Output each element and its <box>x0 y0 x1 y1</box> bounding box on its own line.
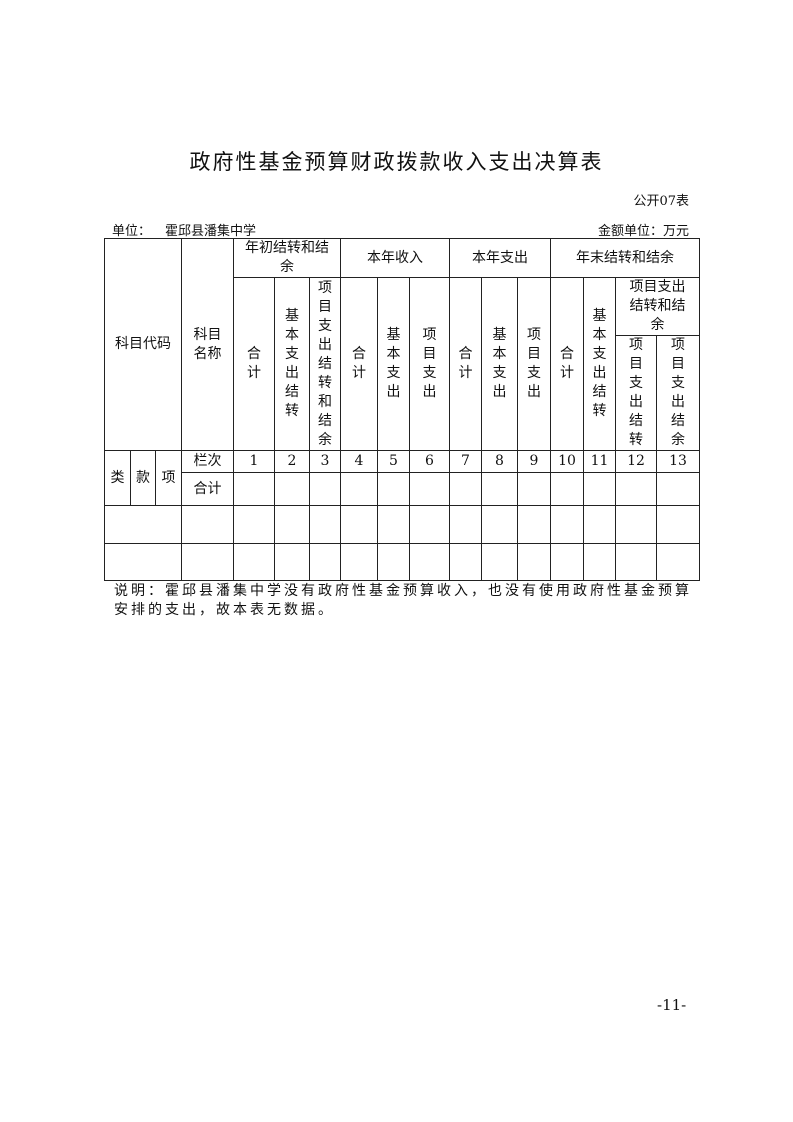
header-project: 项目支出 <box>409 277 451 451</box>
page-title: 政府性基金预算财政拨款收入支出决算表 <box>189 150 604 174</box>
unit-label: 单位： <box>112 224 152 239</box>
header-subject-name: 科目名称 <box>181 238 234 451</box>
column-number: 13 <box>656 450 701 473</box>
column-number: 3 <box>308 450 342 473</box>
header-project-carry-balance: 项目支出结转和结余 <box>615 277 701 336</box>
column-number: 10 <box>550 450 585 473</box>
column-number: 12 <box>615 450 658 473</box>
header-closing-balance: 年末结转和结余 <box>550 238 701 278</box>
header-kuan: 款 <box>130 450 156 506</box>
amount-unit: 金额单位：万元 <box>597 224 689 239</box>
column-number: 5 <box>377 450 411 473</box>
header-total: 合计 <box>340 277 379 451</box>
header-project-carry: 项目支出结转 <box>615 335 658 451</box>
header-lei: 类 <box>104 450 131 506</box>
header-project: 项目支出 <box>517 277 552 451</box>
explanation-note: 说明：霍邱县潘集中学没有政府性基金预算收入，也没有使用政府性基金预算安排的支出，… <box>114 583 692 618</box>
header-total: 合计 <box>233 277 275 451</box>
header-basic: 基本支出 <box>481 277 519 451</box>
page-number: -11- <box>657 996 687 1014</box>
total-row-label: 合计 <box>181 472 234 506</box>
header-project-balance: 项目支出结余 <box>656 335 701 451</box>
column-number: 9 <box>517 450 552 473</box>
column-number: 4 <box>340 450 379 473</box>
column-number: 2 <box>274 450 310 473</box>
table-row-total: 合计 <box>105 472 701 506</box>
header-total: 合计 <box>449 277 483 451</box>
unit-line: 单位： 霍邱县潘集中学 <box>112 220 270 239</box>
header-subject-code: 科目代码 <box>104 238 182 451</box>
column-number: 11 <box>583 450 617 473</box>
column-number: 7 <box>449 450 483 473</box>
column-number: 6 <box>409 450 451 473</box>
table-row <box>104 505 701 544</box>
form-number: 公开07表 <box>633 194 689 209</box>
header-total: 合计 <box>550 277 585 451</box>
header-expenditure: 本年支出 <box>449 238 552 278</box>
header-income: 本年收入 <box>340 238 451 278</box>
unit-name: 霍邱县潘集中学 <box>165 224 257 239</box>
column-number: 8 <box>481 450 519 473</box>
header-basic: 基本支出 <box>377 277 411 451</box>
header-basic-carry: 基本支出结转 <box>274 277 310 451</box>
header-basic-carry: 基本支出结转 <box>583 277 617 451</box>
budget-table: 科目代码 科目名称 年初结转和结余 本年收入 本年支出 年末结转和结余 合计 基… <box>104 238 701 581</box>
column-number: 1 <box>233 450 275 473</box>
column-number-label: 栏次 <box>181 450 234 473</box>
table-row <box>104 543 701 581</box>
header-xiang: 项 <box>155 450 182 506</box>
header-project-carry-balance: 项目支出结转和结余 <box>308 277 342 451</box>
header-opening-balance: 年初结转和结余 <box>232 238 342 278</box>
